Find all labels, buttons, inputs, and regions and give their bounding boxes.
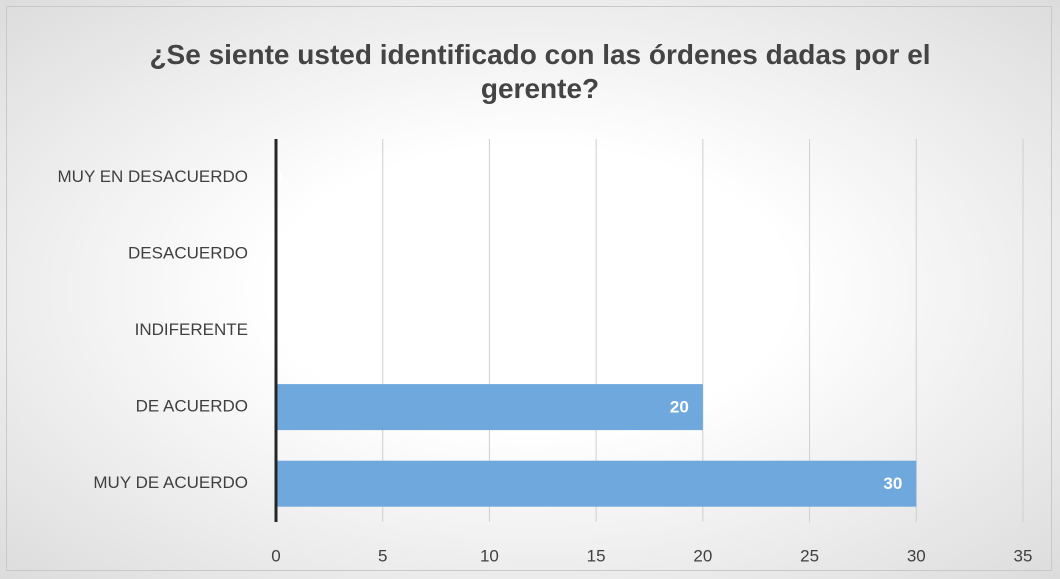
data-label: 0 <box>274 168 283 187</box>
x-tick-label: 35 <box>1014 546 1033 565</box>
y-tick-label: DESACUERDO <box>128 243 248 262</box>
x-tick-label: 25 <box>800 546 819 565</box>
data-label: 30 <box>883 474 902 493</box>
chart-frame <box>6 6 1052 571</box>
y-tick-label: INDIFERENTE <box>135 320 248 339</box>
y-tick-label: MUY DE ACUERDO <box>93 473 248 492</box>
x-tick-label: 15 <box>587 546 606 565</box>
x-tick-label: 0 <box>271 546 280 565</box>
chart-title: ¿Se siente usted identificado con las ór… <box>149 39 931 104</box>
bar <box>276 460 917 507</box>
bar <box>276 384 703 431</box>
x-tick-label: 20 <box>693 546 712 565</box>
x-tick-label: 5 <box>378 546 387 565</box>
y-tick-label: MUY EN DESACUERDO <box>58 167 249 186</box>
y-tick-label: DE ACUERDO <box>136 397 248 416</box>
data-label: 20 <box>670 398 689 417</box>
x-tick-label: 10 <box>480 546 499 565</box>
x-tick-label: 30 <box>907 546 926 565</box>
